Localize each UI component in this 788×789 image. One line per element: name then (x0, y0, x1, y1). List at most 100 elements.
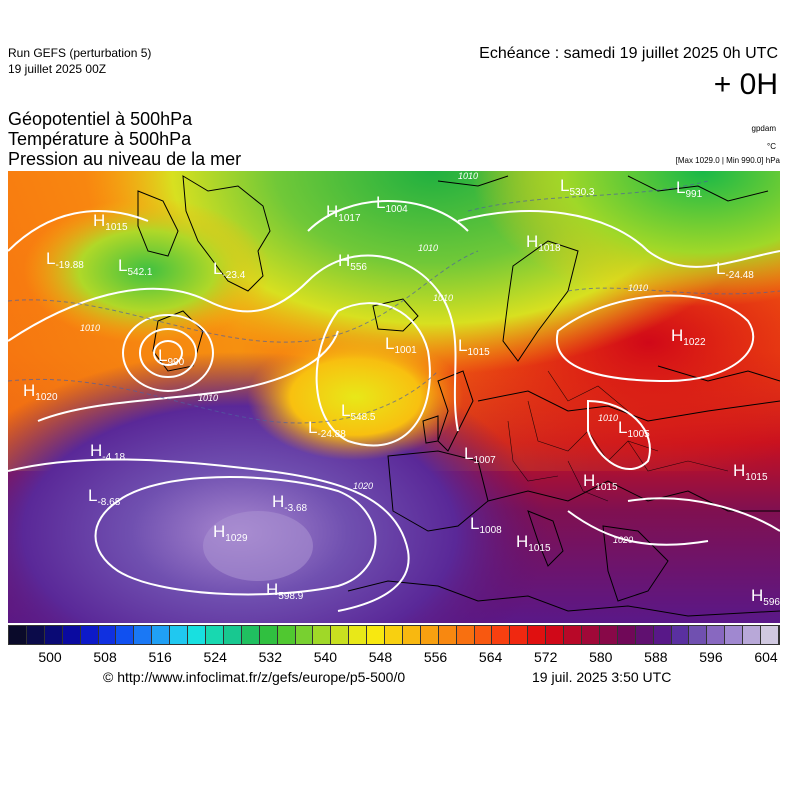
isobar-value-label: 1010 (628, 283, 648, 293)
colorbar-swatch (277, 626, 296, 644)
pressure-label: L1005 (618, 418, 650, 440)
colorbar-tick: 508 (93, 649, 117, 665)
colorbar-tick: 500 (38, 649, 62, 665)
colorbar-swatch (9, 626, 27, 644)
colorbar-tick: 572 (534, 649, 558, 665)
isobar-value-label: 1010 (433, 293, 453, 303)
generation-date: 19 juil. 2025 3:50 UTC (532, 669, 672, 685)
colorbar-swatch (510, 626, 529, 644)
colorbar-swatch (582, 626, 600, 644)
isobar-value-label: 1010 (598, 413, 618, 423)
colorbar-swatch (331, 626, 350, 644)
pressure-label: L1015 (458, 336, 490, 358)
run-date: 19 juillet 2025 00Z (8, 62, 107, 76)
colorbar-swatch (564, 626, 582, 644)
title-pressure: Pression au niveau de la mer (8, 149, 242, 169)
forecast-offset: + 0H (713, 68, 778, 101)
colorbar-swatch (474, 626, 493, 644)
coastlines (137, 175, 780, 617)
colorbar-swatch (653, 626, 672, 644)
colorbar-swatch (492, 626, 511, 644)
colorbar-swatch (349, 626, 368, 644)
pressure-label: L1007 (464, 444, 496, 466)
isobar-value-label: 1020 (353, 481, 373, 491)
temperature-lines (8, 180, 780, 424)
title-geopotential: Géopotentiel à 500hPa (8, 109, 193, 129)
run-label: Run GEFS (perturbation 5) (8, 46, 152, 60)
colorbar-swatch (438, 626, 457, 644)
colorbar-swatch (761, 626, 779, 644)
pressure-label: L991 (676, 178, 703, 200)
colorbar-swatch (62, 626, 81, 644)
colorbar-tick: 580 (589, 649, 613, 665)
colorbar-tick: 556 (423, 649, 448, 665)
colorbar-swatch (188, 626, 206, 644)
pressure-label: H596 (751, 586, 780, 608)
pressure-label: H1020 (23, 381, 58, 403)
pressure-label: L548.5 (341, 401, 376, 423)
pressure-label: H-4.18 (90, 441, 126, 463)
colorbar-swatch (635, 626, 654, 644)
pressure-label: H1029 (213, 522, 248, 544)
pressure-label: L530.3 (560, 176, 595, 198)
unit-geopotential: gpdam (751, 124, 776, 133)
colorbar-tick: 524 (203, 649, 227, 665)
map-svg: H1015 L-19.88 L542.1 L-23.4 L990 H1020 H1017 L1… (8, 171, 780, 623)
colorbar-ticks: 500 508 516 524 532 540 548 556 564 572 580 588 596 6… (8, 649, 780, 667)
colorbar-swatch (98, 626, 117, 644)
pressure-label: L-23.4 (213, 259, 246, 281)
pressure-label: H1017 (326, 202, 361, 224)
isobar-labels: 1010 1010 1010 1020 1010 1010 1010 1020 1010 (80, 171, 648, 545)
isobars (8, 200, 780, 612)
echeance-label: Echéance : samedi 19 juillet 2025 0h UTC (479, 45, 778, 62)
colorbar (8, 625, 780, 645)
colorbar-swatch (689, 626, 708, 644)
pressure-label: L-19.88 (46, 249, 84, 271)
pressure-label: L-24.48 (716, 259, 754, 281)
weather-map: H1015 L-19.88 L542.1 L-23.4 L990 H1020 H1017 L1… (8, 171, 780, 623)
colorbar-tick: 548 (368, 649, 393, 665)
colorbar-swatch (671, 626, 690, 644)
pressure-label: L990 (158, 346, 185, 368)
pressure-label: H1015 (516, 532, 551, 554)
colorbar-swatch (241, 626, 260, 644)
pressure-label: H1015 (583, 471, 618, 493)
colorbar-tick: 588 (644, 649, 668, 665)
colorbar-swatch (44, 626, 63, 644)
pressure-label: H556 (338, 251, 367, 273)
pressure-label: H598.9 (266, 580, 304, 602)
colorbar-swatch (599, 626, 618, 644)
colorbar-swatch (367, 626, 386, 644)
pressure-label: H1022 (671, 326, 706, 348)
colorbar-swatch (223, 626, 242, 644)
colorbar-swatch (116, 626, 135, 644)
copyright-link[interactable]: © http://www.infoclimat.fr/z/gefs/europe… (103, 669, 406, 685)
colorbar-swatch (402, 626, 421, 644)
colorbar-swatch (295, 626, 314, 644)
colorbar-swatch (134, 626, 153, 644)
isobar-value-label: 1020 (613, 535, 633, 545)
colorbar-swatch (707, 626, 726, 644)
colorbar-tick: 564 (478, 649, 503, 665)
pressure-label: L1008 (470, 514, 502, 536)
colorbar-swatch (528, 626, 547, 644)
colorbar-swatch (259, 626, 278, 644)
colorbar-tick: 604 (754, 649, 778, 665)
colorbar-tick: 540 (313, 649, 338, 665)
colorbar-swatch (26, 626, 45, 644)
colorbar-swatch (743, 626, 762, 644)
pressure-label: H1015 (733, 461, 768, 483)
colorbar-tick: 516 (148, 649, 172, 665)
colorbar-swatch (617, 626, 636, 644)
isobar-value-label: 1010 (80, 323, 100, 333)
colorbar-swatch (170, 626, 189, 644)
pressure-label: L-24.88 (308, 418, 346, 440)
colorbar-swatch (152, 626, 171, 644)
pressure-labels: H1015 L-19.88 L542.1 L-23.4 L990 H1020 H1017 L1… (23, 176, 780, 608)
colorbar-swatch (546, 626, 565, 644)
colorbar-tick: 532 (258, 649, 282, 665)
unit-temperature: °C (767, 142, 776, 151)
pressure-label: H1018 (526, 232, 561, 254)
colorbar-swatch (313, 626, 332, 644)
colorbar-tick: 596 (699, 649, 723, 665)
